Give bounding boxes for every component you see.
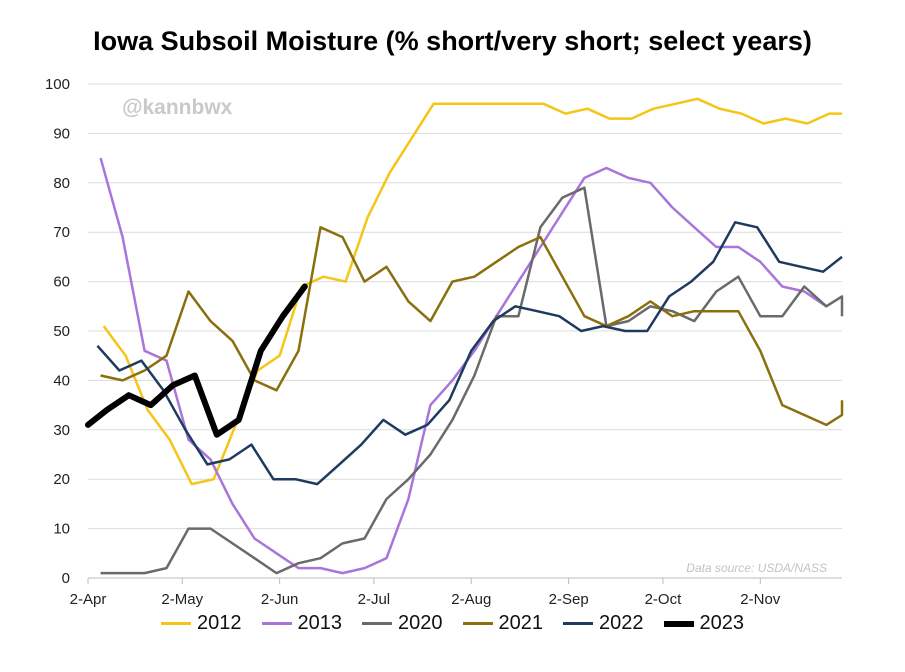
legend-label: 2020	[398, 612, 443, 634]
x-tick-label: 2-Oct	[645, 591, 683, 608]
x-tick-label: 2-Sep	[549, 591, 589, 608]
x-tick-label: 2-Jul	[358, 591, 391, 608]
y-tick-label: 70	[53, 224, 70, 241]
legend-item-2023: 2023	[663, 612, 745, 635]
y-tick-label: 90	[53, 125, 70, 142]
y-tick-label: 30	[53, 422, 70, 439]
y-tick-label: 10	[53, 521, 70, 538]
legend-label: 2023	[699, 612, 745, 634]
legend-swatch	[362, 622, 392, 625]
series-line-2012	[102, 97, 842, 486]
series-line-2022	[96, 221, 843, 486]
legend-swatch	[663, 620, 694, 627]
legend-swatch	[261, 622, 292, 625]
series-line-2023	[85, 283, 308, 438]
y-tick-label: 80	[53, 175, 70, 192]
data-source-note: Data source: USDA/NASS	[686, 561, 827, 575]
legend: 2012 2013 2020 2021 2022 2023	[0, 612, 905, 635]
x-tick-label: 2-Apr	[70, 591, 107, 608]
legend-item-2020: 2020	[362, 612, 443, 635]
y-tick-label: 60	[53, 274, 70, 291]
axes: 0 10 20 30 40 50 60 70 80 90 100 2-Apr 2-May 2-Jun 2-J…	[45, 76, 781, 608]
y-tick-label: 100	[45, 76, 70, 93]
legend-item-2013: 2013	[261, 612, 343, 635]
x-tick-label: 2-Jun	[261, 591, 299, 608]
x-tick-label: 2-Nov	[740, 591, 781, 608]
legend-item-2022: 2022	[563, 612, 644, 635]
legend-swatch	[563, 622, 593, 625]
legend-label: 2013	[297, 612, 343, 634]
legend-item-2021: 2021	[462, 612, 544, 635]
y-tick-label: 0	[62, 570, 70, 587]
gridlines	[88, 83, 842, 579]
series-line-2020	[100, 186, 844, 575]
legend-item-2012: 2012	[161, 612, 242, 635]
legend-label: 2021	[498, 612, 544, 634]
legend-swatch	[161, 622, 191, 625]
watermark: @kannbwx	[122, 96, 233, 119]
chart-title: Iowa Subsoil Moisture (% short/very shor…	[93, 26, 812, 56]
legend-label: 2012	[197, 612, 242, 634]
x-tick-label: 2-Aug	[451, 591, 491, 608]
y-tick-label: 50	[53, 323, 70, 340]
legend-label: 2022	[599, 612, 644, 634]
plot-area	[85, 97, 844, 575]
series-line-2021	[100, 226, 844, 427]
y-tick-label: 20	[53, 471, 70, 488]
y-tick-label: 40	[53, 372, 70, 389]
x-tick-label: 2-May	[161, 591, 203, 608]
legend-swatch	[462, 622, 493, 625]
